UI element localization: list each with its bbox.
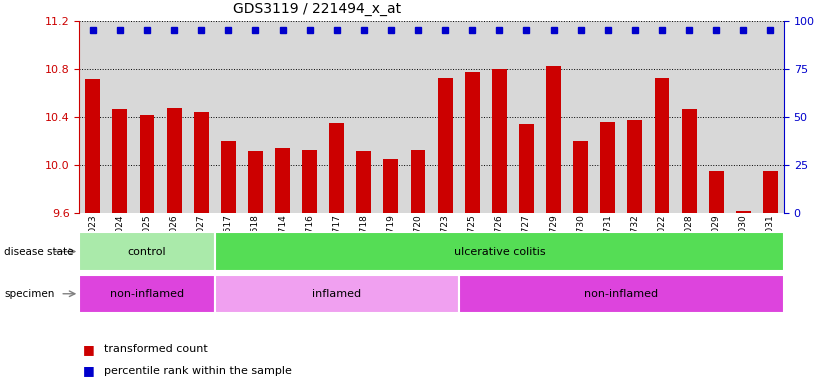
Bar <box>139 115 154 213</box>
Bar <box>167 108 182 213</box>
Bar <box>214 232 784 271</box>
Bar <box>465 71 480 213</box>
Bar <box>79 232 214 271</box>
Text: GDS3119 / 221494_x_at: GDS3119 / 221494_x_at <box>233 2 401 16</box>
Bar <box>736 211 751 213</box>
Bar <box>492 69 507 213</box>
Text: control: control <box>128 247 166 257</box>
Bar <box>546 66 561 213</box>
Text: ■: ■ <box>83 343 99 356</box>
Bar <box>600 122 615 213</box>
Text: ■: ■ <box>83 364 99 377</box>
Bar <box>573 141 588 213</box>
Bar <box>763 171 778 213</box>
Bar <box>214 275 459 313</box>
Text: non-inflamed: non-inflamed <box>585 289 658 299</box>
Text: disease state: disease state <box>4 247 73 257</box>
Bar <box>329 123 344 213</box>
Text: inflamed: inflamed <box>312 289 361 299</box>
Text: transformed count: transformed count <box>104 344 208 354</box>
Bar <box>193 112 208 213</box>
Bar <box>519 124 534 213</box>
Bar <box>459 275 784 313</box>
Bar <box>248 151 263 213</box>
Text: non-inflamed: non-inflamed <box>110 289 184 299</box>
Bar <box>85 79 100 213</box>
Text: specimen: specimen <box>4 289 54 299</box>
Bar <box>356 151 371 213</box>
Bar <box>709 171 724 213</box>
Text: ulcerative colitis: ulcerative colitis <box>454 247 545 257</box>
Bar <box>384 159 399 213</box>
Bar <box>79 275 214 313</box>
Text: percentile rank within the sample: percentile rank within the sample <box>104 366 292 376</box>
Bar <box>113 109 128 213</box>
Bar <box>221 141 236 213</box>
Bar <box>627 119 642 213</box>
Bar <box>438 78 453 213</box>
Bar <box>681 109 696 213</box>
Bar <box>302 149 317 213</box>
Bar <box>275 148 290 213</box>
Bar <box>655 78 670 213</box>
Bar <box>410 149 425 213</box>
